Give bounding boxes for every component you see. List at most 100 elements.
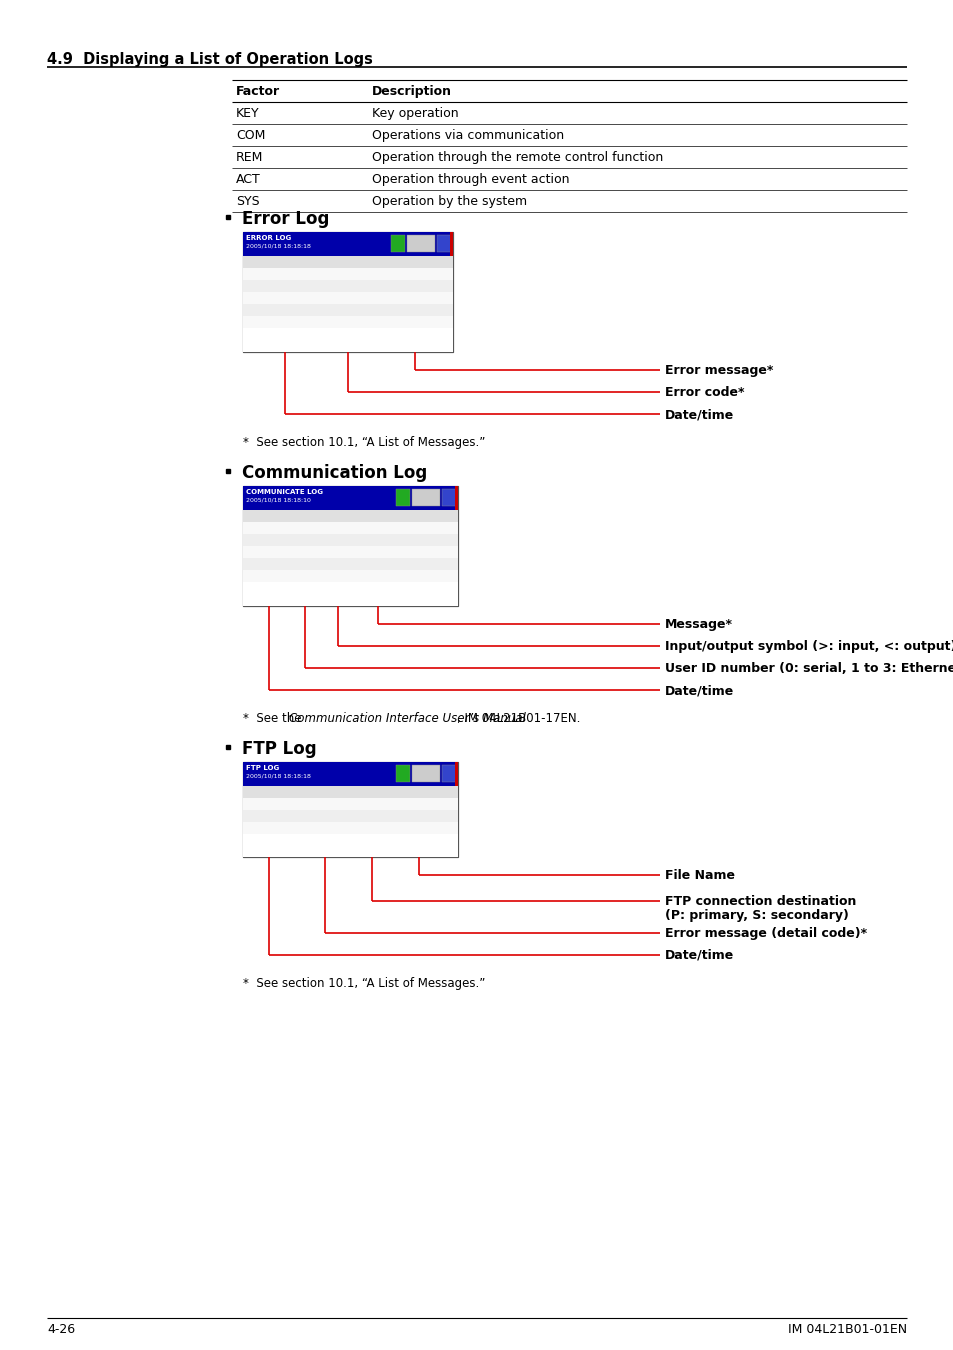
Text: ERROR LOG: ERROR LOG (246, 235, 291, 242)
Text: 4.9  Displaying a List of Operation Logs: 4.9 Displaying a List of Operation Logs (47, 53, 373, 68)
Bar (243, 232, 453, 256)
Text: Communication Interface User’s Manual: Communication Interface User’s Manual (289, 711, 525, 725)
Text: Date/time: Date/time (664, 684, 734, 697)
Bar (243, 822, 457, 834)
Text: 2005/10/10 10:02:00  282 HOSTNAME  P  FTP_TEST.TXT: 2005/10/10 10:02:00 282 HOSTNAME P FTP_T… (246, 824, 392, 830)
Bar (243, 522, 457, 535)
Bar (455, 761, 457, 786)
Bar (412, 489, 439, 506)
Text: COMMUNICATE LOG: COMMUNICATE LOG (246, 489, 323, 495)
Bar (243, 798, 457, 810)
Text: DISP: DISP (392, 236, 402, 240)
Text: 2005/10/10 05:17:21  1  >  sr?: 2005/10/10 05:17:21 1 > sr? (246, 572, 327, 576)
Bar (243, 570, 457, 582)
Text: Error code*: Error code* (664, 386, 743, 400)
Bar (243, 232, 453, 352)
Text: 2005/10/10 10:04:13  283 PASS      P  051010_100413: 2005/10/10 10:04:13 283 PASS P 051010_10… (246, 801, 389, 806)
Text: FTP LOG: FTP LOG (246, 765, 279, 771)
Text: (012/013) Time         No.  Message: (012/013) Time No. Message (246, 258, 340, 263)
Bar (243, 486, 457, 606)
Text: Description: Description (372, 85, 452, 99)
Bar (243, 535, 457, 545)
Bar (395, 489, 410, 506)
Text: Error Log: Error Log (242, 211, 329, 228)
Text: 2005/10/10 05:18:45  1  <  (Timed out): 2005/10/10 05:18:45 1 < (Timed out) (246, 524, 350, 529)
Text: 2005/10/10 05:17:21  1  <  (186 bytes): 2005/10/10 05:17:21 1 < (186 bytes) (246, 560, 350, 566)
Text: (003/003) Time       No. Code    Flow Filename: (003/003) Time No. Code Flow Filename (246, 788, 372, 792)
Text: 1hour: 1hour (416, 493, 434, 498)
Text: FTP connection destination: FTP connection destination (664, 895, 856, 909)
Bar (243, 545, 457, 558)
Bar (243, 810, 457, 822)
Text: *  See section 10.1, “A List of Messages.”: * See section 10.1, “A List of Messages.… (243, 436, 485, 450)
Text: Operations via communication: Operations via communication (372, 130, 563, 142)
Bar (407, 235, 435, 252)
Text: File Name: File Name (664, 869, 734, 882)
Bar (243, 256, 453, 269)
Text: 2005/10/10 05:17:45  1  <  00: 2005/10/10 05:17:45 1 < 00 (246, 536, 326, 541)
Bar (243, 786, 457, 798)
Text: Factor: Factor (235, 85, 280, 99)
Text: 2005/10/09 15:07:15  151  This action is not possi..: 2005/10/09 15:07:15 151 This action is n… (246, 294, 381, 298)
Bar (243, 486, 457, 510)
Bar (412, 765, 439, 782)
Bar (243, 761, 457, 857)
Text: (011/011) Time      ID  I/O Message        Link: (011/011) Time ID I/O Message Link (246, 512, 367, 517)
Bar (243, 510, 457, 522)
Bar (243, 316, 453, 328)
Text: KEY: KEY (235, 107, 259, 120)
Text: 2005/10/09 15:05:33  210  Media has not been inser..: 2005/10/09 15:05:33 210 Media has not be… (246, 306, 387, 310)
Bar (243, 558, 457, 570)
Text: Message*: Message* (664, 618, 732, 630)
Bar (243, 256, 453, 352)
Bar (441, 765, 456, 782)
Text: Operation through the remote control function: Operation through the remote control fun… (372, 151, 662, 163)
Text: 2005/10/09 15:04:03  204  No time correction becou..: 2005/10/09 15:04:03 204 No time correcti… (246, 319, 388, 323)
Text: *  See section 10.1, “A List of Messages.”: * See section 10.1, “A List of Messages.… (243, 977, 485, 990)
Text: Communication Log: Communication Log (242, 464, 427, 482)
Text: 2005/10/18 18:18:10: 2005/10/18 18:18:10 (246, 498, 311, 504)
Text: Operation by the system: Operation by the system (372, 194, 527, 208)
Text: REM: REM (235, 151, 263, 163)
Bar (450, 232, 453, 256)
Text: Operation through event action: Operation through event action (372, 173, 569, 186)
Bar (391, 235, 405, 252)
Bar (441, 489, 456, 506)
Text: FTP Log: FTP Log (242, 740, 316, 757)
Text: Date/time: Date/time (664, 408, 734, 421)
Text: 2005/10/18 18:18:18: 2005/10/18 18:18:18 (246, 244, 311, 248)
Text: DISP: DISP (396, 765, 407, 769)
Text: IM 04L21B01-01EN: IM 04L21B01-01EN (787, 1323, 906, 1336)
Text: *  See the: * See the (243, 711, 305, 725)
Text: Key operation: Key operation (372, 107, 458, 120)
Text: 2005/10/18 18:18:18: 2005/10/18 18:18:18 (246, 774, 311, 779)
Bar (243, 761, 457, 786)
Bar (243, 269, 453, 279)
Text: SYS: SYS (235, 194, 259, 208)
Text: (P: primary, S: secondary): (P: primary, S: secondary) (664, 909, 848, 922)
Text: 4-26: 4-26 (47, 1323, 75, 1336)
Bar (243, 292, 453, 304)
Bar (243, 304, 453, 316)
Text: ACT: ACT (235, 173, 260, 186)
Bar (243, 510, 457, 606)
Bar (455, 486, 457, 510)
Text: 2005/10/10 05:17:45  1  >  SR2,VOLT,6V,-3200,32: 2005/10/10 05:17:45 1 > SR2,VOLT,6V,-320… (246, 548, 377, 554)
Text: Date/time: Date/time (664, 949, 734, 963)
Text: 2005/10/09 15:11:07  232  There is no available da..: 2005/10/09 15:11:07 232 There is no avai… (246, 270, 384, 275)
Text: Input/output symbol (>: input, <: output): Input/output symbol (>: input, <: output… (664, 640, 953, 653)
Text: 2005/10/09 15:10:59  128  Measured value is incorr..: 2005/10/09 15:10:59 128 Measured value i… (246, 282, 386, 288)
Text: DISP: DISP (396, 490, 407, 494)
Text: 1hour: 1hour (416, 769, 434, 774)
Bar (395, 765, 410, 782)
Text: 5min: 5min (411, 239, 426, 244)
Bar (436, 235, 451, 252)
Text: COM: COM (235, 130, 265, 142)
Text: User ID number (0: serial, 1 to 3: Ethernet): User ID number (0: serial, 1 to 3: Ether… (664, 662, 953, 675)
Text: Error message*: Error message* (664, 364, 773, 377)
Text: , IM 04L21B01-17EN.: , IM 04L21B01-17EN. (456, 711, 579, 725)
Text: 2005/10/10 10:04:00  202 HOSTNAME  S  FTP_TEST.TXT: 2005/10/10 10:04:00 202 HOSTNAME S FTP_T… (246, 811, 392, 818)
Bar (243, 279, 453, 292)
Text: Error message (detail code)*: Error message (detail code)* (664, 927, 866, 940)
Bar (243, 786, 457, 857)
